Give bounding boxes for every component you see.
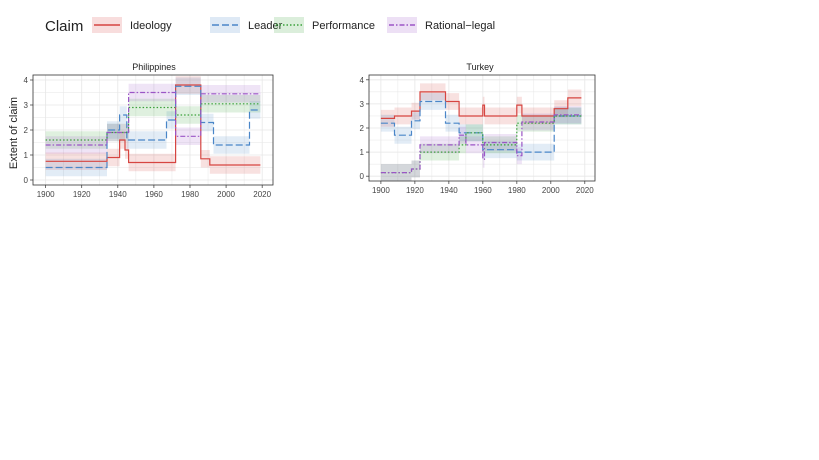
legend-key-rational-legal [387,17,417,33]
y-tick-label: 4 [24,76,29,85]
y-tick-label: 1 [24,151,29,160]
legend: Claim Ideology Leader Performance Rational−… [45,17,495,35]
y-tick-label: 0 [360,172,365,181]
chart-turkey: Turkey 1900 1920 1940 1960 1980 2000 2020 0 1 2 3 4 [360,62,596,195]
series-line-ideology [45,84,261,166]
ci-band-leader [45,77,261,177]
x-tick-label: 1960 [145,190,163,199]
x-tick-label: 2000 [217,190,235,199]
legend-label-ideology: Ideology [130,20,172,32]
x-tick-label: 1900 [37,190,55,199]
x-tick-label: 2020 [253,190,271,199]
series-line-leader [45,85,261,169]
legend-key-performance [274,17,304,33]
chart-title-philippines: Philippines [132,62,176,72]
y-axis-label: Extent of claim [8,97,20,169]
x-tick-label: 1940 [109,190,127,199]
y-tick-label: 2 [360,124,365,133]
legend-label-leader: Leader [248,20,283,32]
legend-label-performance: Performance [312,20,375,32]
legend-key-leader [210,17,240,33]
series-line-performance [380,115,582,174]
x-tick-label: 1900 [372,186,390,195]
grid-philippines [33,75,273,185]
ci-band-rational-legal [45,83,261,154]
ci-band-rational-legal [380,106,582,181]
x-tick-label: 2020 [576,186,594,195]
x-tick-label: 1960 [474,186,492,195]
series-line-performance [45,103,261,141]
y-tick-label: 1 [360,148,365,157]
ci-band-ideology [45,76,261,174]
x-tick-label: 2000 [542,186,560,195]
ci-band-leader [380,93,582,161]
x-tick-label: 1920 [73,190,91,199]
x-tick-label: 1980 [508,186,526,195]
chart-title-turkey: Turkey [466,62,494,72]
legend-label-rational-legal: Rational−legal [425,20,495,32]
legend-title: Claim [45,18,83,35]
x-tick-label: 1940 [440,186,458,195]
y-tick-label: 4 [360,76,365,85]
series-line-rational-legal [380,114,582,174]
x-tick-label: 1920 [406,186,424,195]
legend-key-ideology [92,17,122,33]
y-tick-label: 2 [24,126,29,135]
y-tick-label: 0 [24,176,29,185]
y-tick-label: 3 [24,101,29,110]
series-line-rational-legal [45,91,261,146]
y-tick-label: 3 [360,100,365,109]
ci-band-performance [380,107,582,181]
chart-philippines: Philippines Extent of claim 1900 1920 1940… [8,62,274,199]
x-tick-label: 1980 [181,190,199,199]
ci-band-performance [45,95,261,149]
grid-turkey [369,75,595,181]
